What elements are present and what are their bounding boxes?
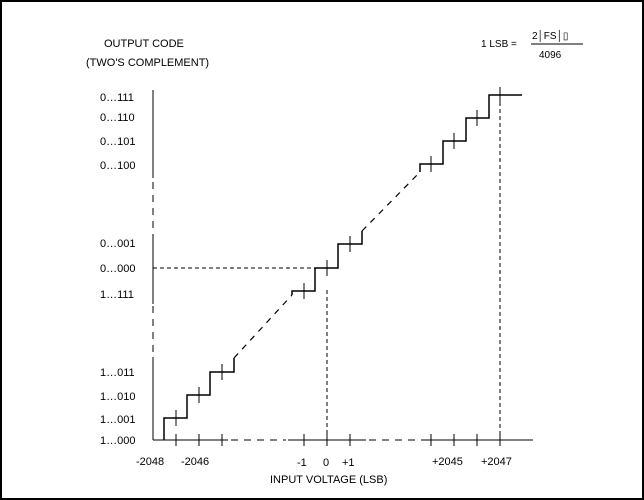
x-label-minus-1: -1 bbox=[297, 457, 307, 469]
y-code-1-011: 1…011 bbox=[100, 367, 135, 379]
x-label-minus-2048: -2048 bbox=[136, 456, 164, 468]
y-axis-title-line2: (TWO'S COMPLEMENT) bbox=[86, 57, 209, 69]
y-code-1-010: 1…010 bbox=[100, 391, 135, 403]
x-label-zero: 0 bbox=[323, 457, 329, 469]
lsb-formula-numerator: 2│FS│▯ bbox=[532, 29, 568, 43]
x-axis-title: INPUT VOLTAGE (LSB) bbox=[270, 474, 387, 486]
staircase-upper bbox=[419, 94, 522, 172]
y-code-1-000: 1…000 bbox=[100, 435, 135, 447]
y-code-0-100: 0…100 bbox=[100, 160, 135, 172]
staircase-break-lower bbox=[233, 294, 293, 359]
x-label-plus-1: +1 bbox=[342, 457, 355, 469]
y-code-1-111: 1…111 bbox=[100, 289, 134, 301]
lsb-formula-denominator: 4096 bbox=[539, 50, 562, 61]
y-axis-title-line1: OUTPUT CODE bbox=[104, 38, 184, 50]
x-label-plus-2045: +2045 bbox=[432, 456, 463, 468]
x-label-plus-2047: +2047 bbox=[481, 456, 512, 468]
y-code-0-000: 0…000 bbox=[100, 263, 135, 275]
staircase-break-upper bbox=[361, 171, 421, 232]
y-code-1-001: 1…001 bbox=[100, 414, 135, 426]
lsb-formula-lhs: 1 LSB = bbox=[481, 39, 517, 50]
y-code-0-101: 0…101 bbox=[100, 136, 135, 148]
y-code-0-111: 0…111 bbox=[100, 92, 134, 104]
y-code-0-001: 0…001 bbox=[100, 238, 135, 250]
x-label-minus-2046: -2046 bbox=[181, 456, 209, 468]
y-code-0-110: 0…110 bbox=[100, 112, 135, 124]
